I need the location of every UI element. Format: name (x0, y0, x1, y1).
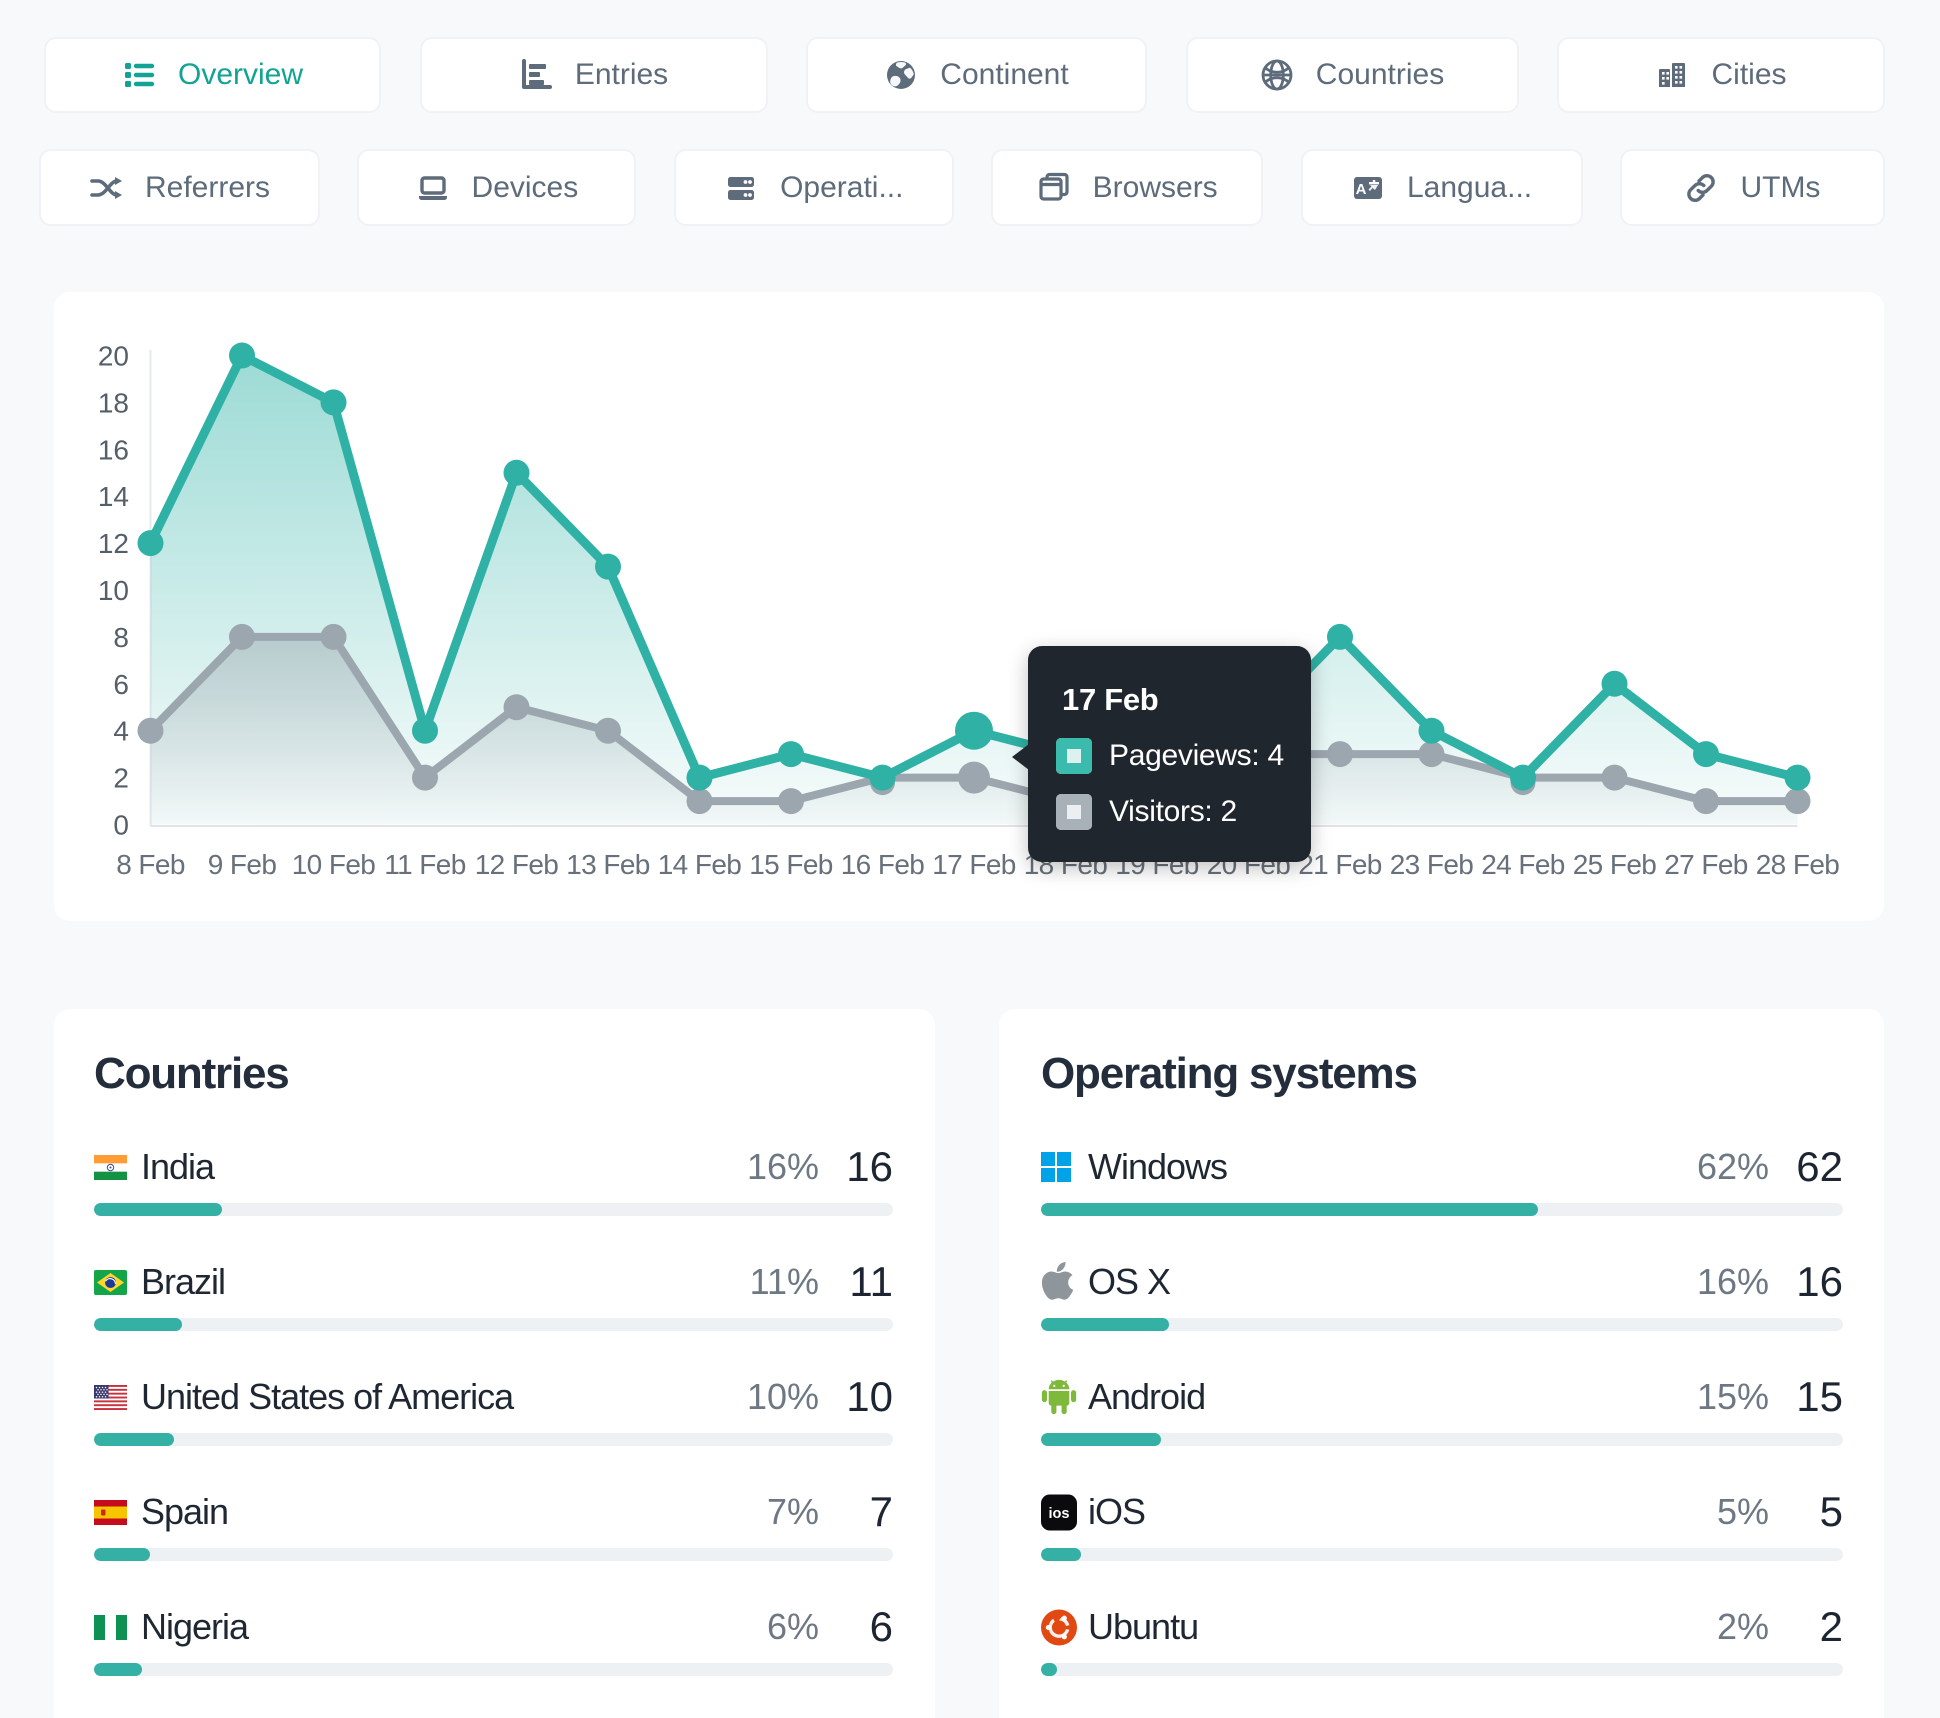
svg-text:14 Feb: 14 Feb (658, 849, 742, 880)
svg-text:21 Feb: 21 Feb (1298, 849, 1382, 880)
svg-text:ios: ios (1048, 1505, 1069, 1521)
svg-text:4: 4 (113, 716, 129, 747)
svg-text:20: 20 (98, 341, 129, 372)
svg-text:13 Feb: 13 Feb (566, 849, 650, 880)
svg-text:10 Feb: 10 Feb (292, 849, 376, 880)
svg-text:27 Feb: 27 Feb (1664, 849, 1748, 880)
svg-text:0: 0 (113, 810, 129, 841)
svg-text:14: 14 (98, 481, 129, 512)
svg-text:16: 16 (98, 434, 129, 465)
svg-text:17 Feb: 17 Feb (932, 849, 1016, 880)
svg-text:28 Feb: 28 Feb (1756, 849, 1840, 880)
svg-text:2: 2 (113, 763, 129, 794)
svg-text:8: 8 (113, 622, 129, 653)
svg-text:12 Feb: 12 Feb (475, 849, 559, 880)
svg-text:11 Feb: 11 Feb (384, 849, 466, 880)
svg-text:9 Feb: 9 Feb (208, 849, 277, 880)
svg-text:18: 18 (98, 387, 129, 418)
svg-text:24 Feb: 24 Feb (1481, 849, 1565, 880)
svg-text:6: 6 (113, 669, 129, 700)
svg-text:8 Feb: 8 Feb (116, 849, 185, 880)
svg-text:15 Feb: 15 Feb (749, 849, 833, 880)
svg-text:25 Feb: 25 Feb (1573, 849, 1657, 880)
svg-text:12: 12 (98, 528, 129, 559)
svg-text:16 Feb: 16 Feb (841, 849, 925, 880)
svg-text:10: 10 (98, 575, 129, 606)
svg-text:A: A (1356, 181, 1367, 198)
svg-text:23 Feb: 23 Feb (1390, 849, 1474, 880)
